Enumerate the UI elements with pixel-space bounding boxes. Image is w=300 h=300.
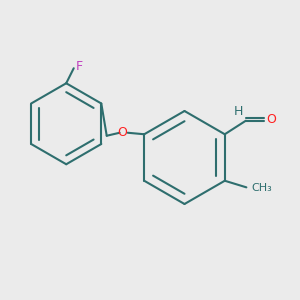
Text: O: O [117, 126, 127, 139]
Text: F: F [76, 60, 83, 73]
Text: CH₃: CH₃ [252, 183, 272, 193]
Text: H: H [234, 105, 244, 118]
Text: O: O [266, 113, 276, 126]
